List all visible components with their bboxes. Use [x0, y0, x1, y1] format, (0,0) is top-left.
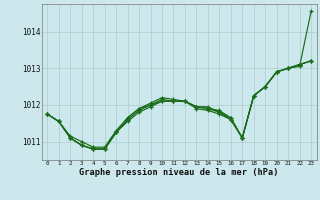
- X-axis label: Graphe pression niveau de la mer (hPa): Graphe pression niveau de la mer (hPa): [79, 168, 279, 177]
